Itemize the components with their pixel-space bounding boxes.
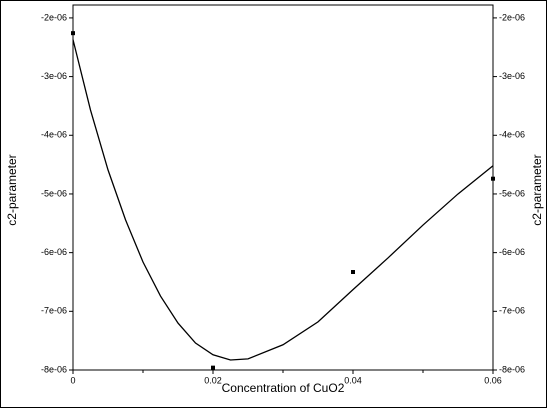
x-axis-label: Concentration of CuO2 (222, 381, 345, 395)
data-point (491, 176, 495, 181)
x-tick-label: 0.02 (204, 375, 222, 385)
y2-tick-label: -8e-06 (499, 364, 525, 374)
y2-tick-label: -4e-06 (499, 130, 525, 140)
y-axis-label: c2-parameter (5, 154, 19, 225)
y2-axis-label: c2-parameter (530, 154, 544, 225)
x-tick-label: 0 (70, 375, 75, 385)
y-tick-label: -7e-06 (41, 306, 67, 316)
y-tick-label: -2e-06 (41, 12, 67, 22)
y2-tick-label: -6e-06 (499, 247, 525, 257)
y-tick-label: -5e-06 (41, 188, 67, 198)
data-point (351, 270, 355, 275)
y-tick-label: -3e-06 (41, 71, 67, 81)
y2-tick-label: -7e-06 (499, 306, 525, 316)
y-tick-label: -6e-06 (41, 247, 67, 257)
fit-curve (72, 39, 494, 361)
data-point (71, 31, 75, 36)
y2-tick-label: -5e-06 (499, 188, 525, 198)
y2-tick-label: -2e-06 (499, 12, 525, 22)
x-tick-label: 0.06 (484, 375, 502, 385)
y2-tick-label: -3e-06 (499, 71, 525, 81)
y-tick-label: -4e-06 (41, 130, 67, 140)
y-tick-label: -8e-06 (41, 364, 67, 374)
x-tick-label: 0.04 (344, 375, 362, 385)
data-point (211, 365, 215, 370)
